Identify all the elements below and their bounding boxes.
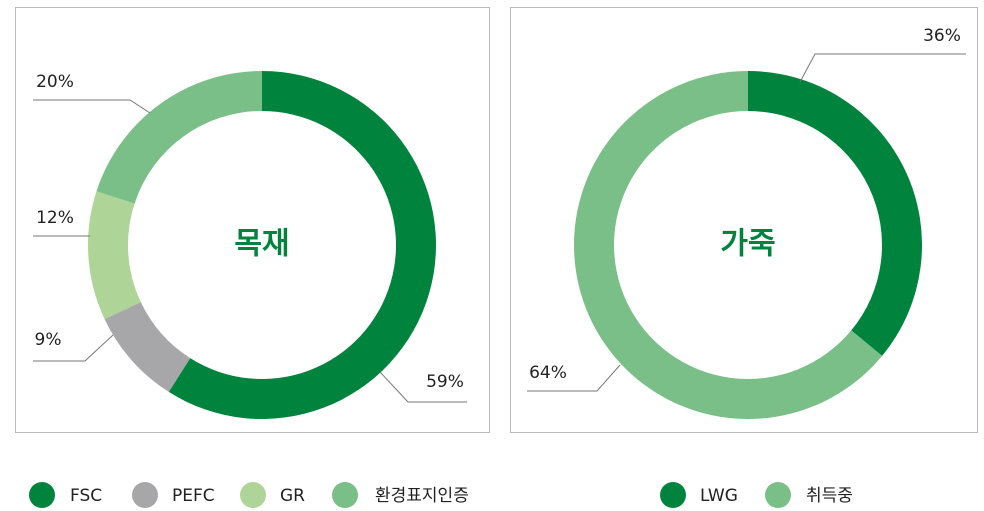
value-label: 64% (529, 363, 567, 383)
legend-label: PEFC (172, 486, 215, 506)
chart-title: 가죽 (720, 227, 775, 262)
chart-frame (510, 7, 978, 433)
value-label: 20% (36, 72, 74, 92)
legend-swatch (765, 482, 791, 508)
legend-swatch (332, 482, 358, 508)
donut-slice (96, 71, 262, 204)
chart-frame (15, 7, 490, 433)
legend-label: GR (280, 486, 305, 506)
donut-slice (104, 302, 191, 392)
donut-slice (573, 71, 883, 420)
leader-line (33, 334, 114, 362)
legend-label: LWG (700, 486, 738, 506)
donut-slice (87, 191, 141, 320)
legend-swatch (29, 482, 55, 508)
value-label: 9% (35, 330, 62, 350)
legend-swatch (240, 482, 266, 508)
leader-line (379, 371, 467, 403)
chart-title: 목재 (234, 227, 289, 262)
donut-slice (748, 71, 922, 356)
legend-label: 환경표지인증 (375, 486, 469, 506)
legend-label: 취득중 (806, 486, 853, 506)
leader-line (799, 53, 966, 83)
legend-label: FSC (70, 486, 102, 506)
legend-swatch (132, 482, 158, 508)
legend-swatch (660, 482, 686, 508)
value-label: 59% (426, 372, 464, 392)
leader-line (33, 99, 151, 114)
value-label: 36% (923, 26, 961, 46)
leader-line (527, 364, 621, 392)
donut-slice (168, 71, 436, 419)
value-label: 12% (36, 208, 74, 228)
